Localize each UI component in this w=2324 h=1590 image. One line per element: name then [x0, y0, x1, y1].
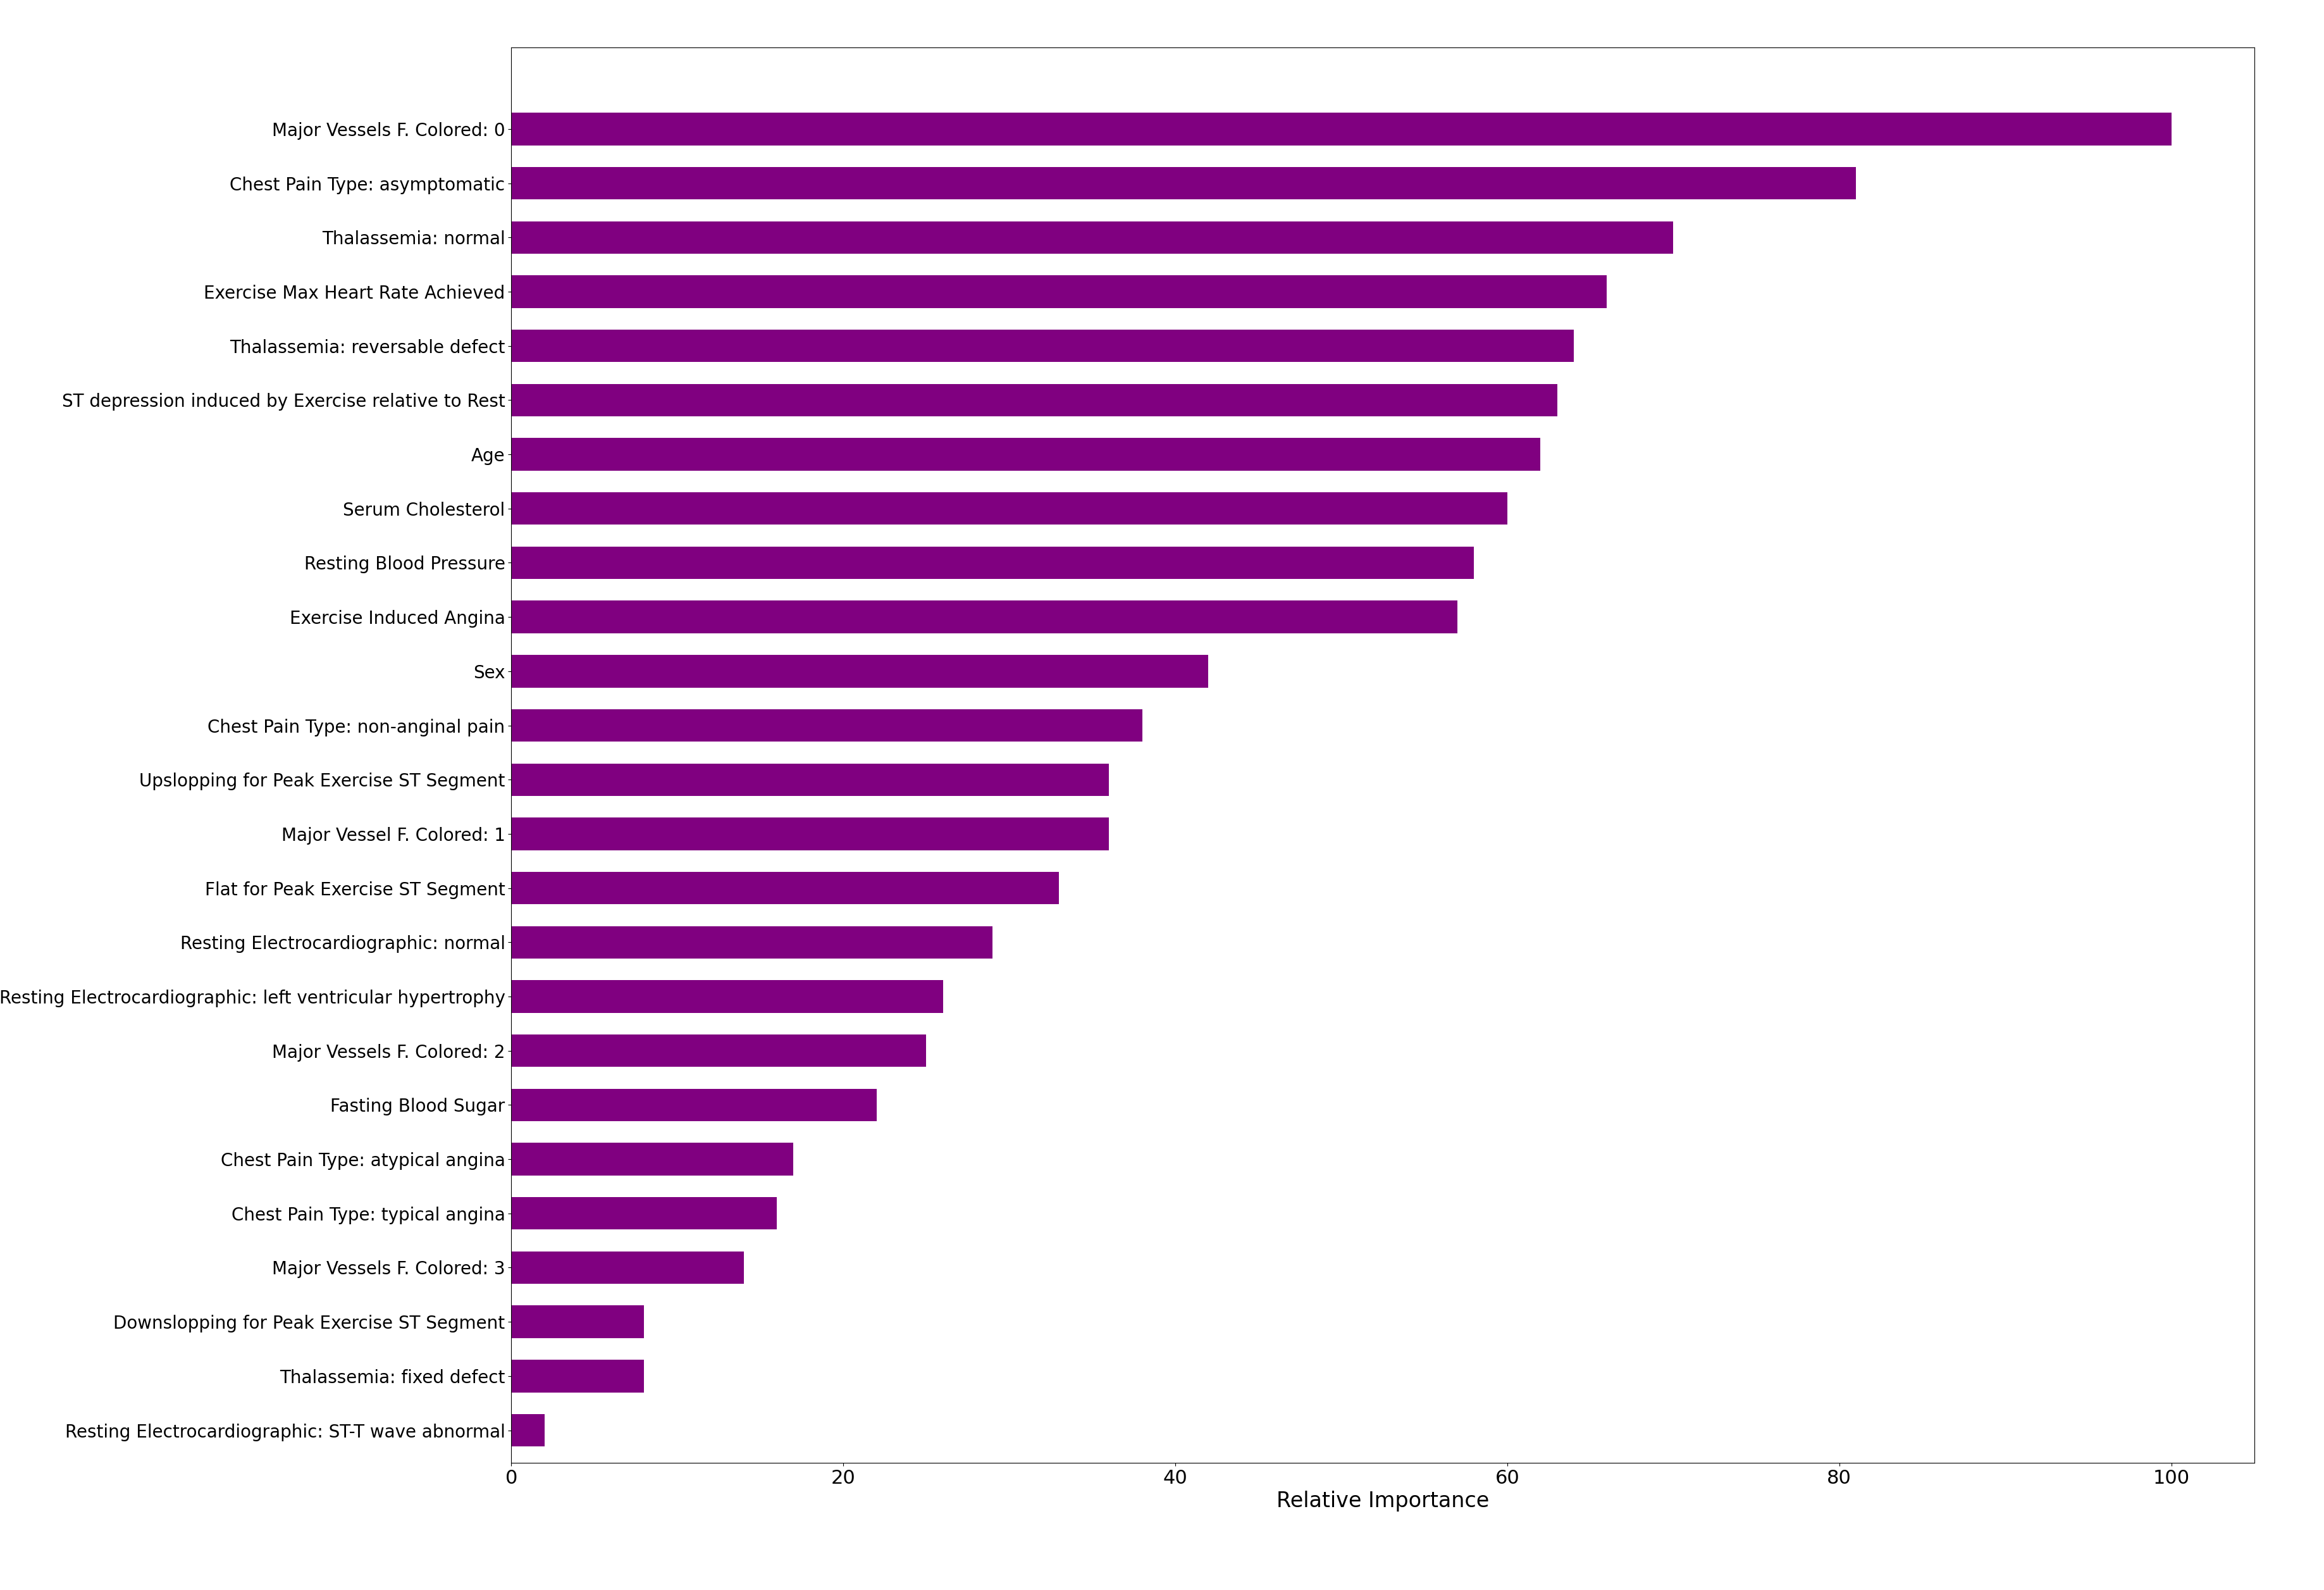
Bar	[511, 1251, 744, 1283]
Bar	[511, 439, 1541, 471]
Bar	[511, 601, 1457, 633]
Bar	[511, 709, 1141, 741]
Bar	[511, 1359, 644, 1393]
Bar	[511, 493, 1508, 525]
Bar	[511, 981, 944, 1013]
Bar	[511, 1035, 927, 1067]
Bar	[511, 113, 2171, 145]
Bar	[511, 383, 1557, 417]
Bar	[511, 817, 1109, 851]
Bar	[511, 1089, 876, 1121]
Bar	[511, 221, 1673, 254]
Bar	[511, 925, 992, 959]
Bar	[511, 329, 1573, 363]
X-axis label: Relative Importance: Relative Importance	[1276, 1491, 1490, 1512]
Bar	[511, 763, 1109, 797]
Bar	[511, 871, 1060, 905]
Bar	[511, 1143, 792, 1175]
Bar	[511, 167, 1857, 199]
Bar	[511, 1414, 544, 1447]
Bar	[511, 1197, 776, 1229]
Bar	[511, 655, 1208, 687]
Bar	[511, 547, 1473, 579]
Bar	[511, 275, 1606, 308]
Bar	[511, 1305, 644, 1339]
